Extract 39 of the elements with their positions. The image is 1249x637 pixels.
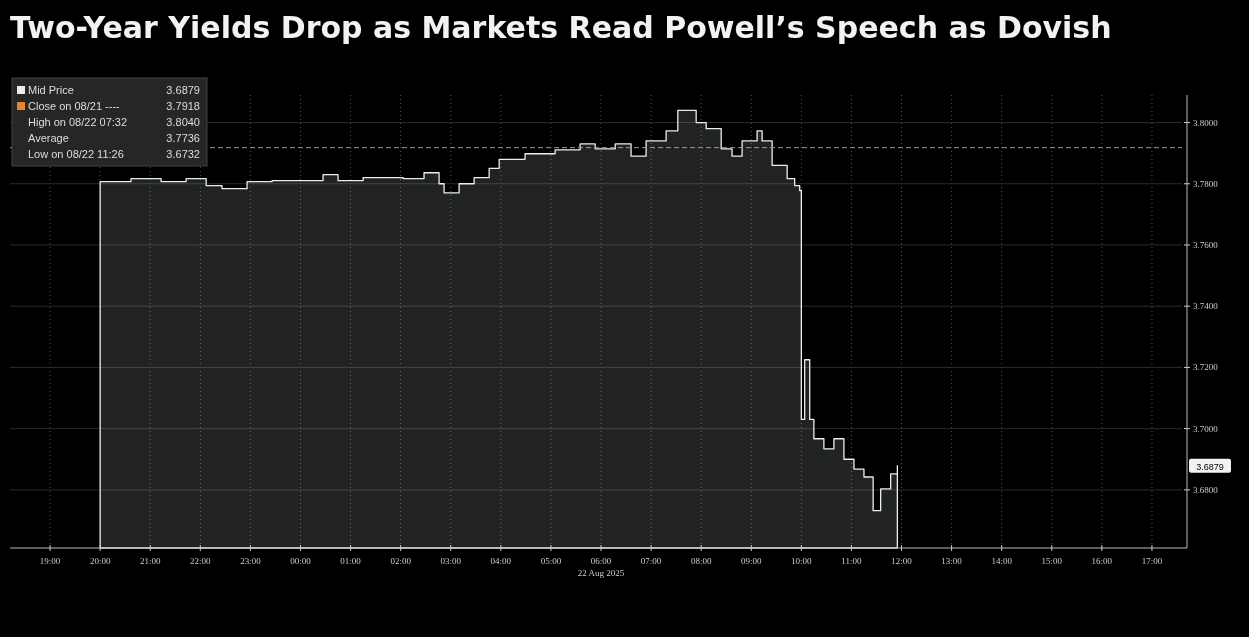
text: 22 Aug 2025 <box>577 568 625 578</box>
x-tick-label: 14:00 <box>991 556 1013 566</box>
x-tick-label: 04:00 <box>490 556 512 566</box>
chart-title: Two-Year Yields Drop as Markets Read Powell’s Speech as Dovish <box>10 10 1112 45</box>
legend-label: Mid Price <box>28 84 74 96</box>
x-tick-label: 02:00 <box>390 556 412 566</box>
x-tick-label: 05:00 <box>540 556 562 566</box>
y-tick-label: 3.7600 <box>1193 239 1219 250</box>
x-tick-label: 07:00 <box>640 556 662 566</box>
text: Close on 08/21 ---- 3.7918 <box>28 100 200 112</box>
y-tick-label: 3.7000 <box>1193 423 1219 434</box>
x-tick-label: 19:00 <box>39 556 61 566</box>
x-tick-label: 15:00 <box>1041 556 1063 566</box>
x-tick-label: 10:00 <box>791 556 813 566</box>
x-tick-label: 20:00 <box>89 556 111 566</box>
x-tick-label: 13:00 <box>941 556 963 566</box>
text: Low on 08/22 11:26 3.6732 <box>28 148 200 160</box>
x-tick-label: 08:00 <box>690 556 712 566</box>
y-tick-label: 3.7200 <box>1193 362 1219 373</box>
y-tick-label: 3.8000 <box>1193 117 1219 128</box>
x-tick-label: 00:00 <box>290 556 312 566</box>
text: High on 08/22 07:32 3.8040 <box>28 116 200 128</box>
x-tick-label: 09:00 <box>741 556 763 566</box>
x-tick-label: 23:00 <box>240 556 262 566</box>
y-tick-label: 3.7800 <box>1193 178 1219 189</box>
x-tick-label: 06:00 <box>590 556 612 566</box>
x-tick-label: 16:00 <box>1091 556 1113 566</box>
y-tick-label: 3.7400 <box>1193 301 1219 312</box>
x-tick-label: 22:00 <box>190 556 212 566</box>
x-tick-label: 12:00 <box>891 556 913 566</box>
x-tick-label: 17:00 <box>1141 556 1163 566</box>
annotation: 3.6879 <box>166 84 200 96</box>
text: Average 3.7736 <box>28 132 200 144</box>
x-tick-label: 21:00 <box>139 556 161 566</box>
x-tick-label: 01:00 <box>340 556 362 566</box>
x-tick-label: 03:00 <box>440 556 462 566</box>
x-tick-label: 11:00 <box>841 556 863 566</box>
y-tick-label: 3.6800 <box>1193 484 1219 495</box>
text: 3.6879 <box>1196 461 1224 472</box>
